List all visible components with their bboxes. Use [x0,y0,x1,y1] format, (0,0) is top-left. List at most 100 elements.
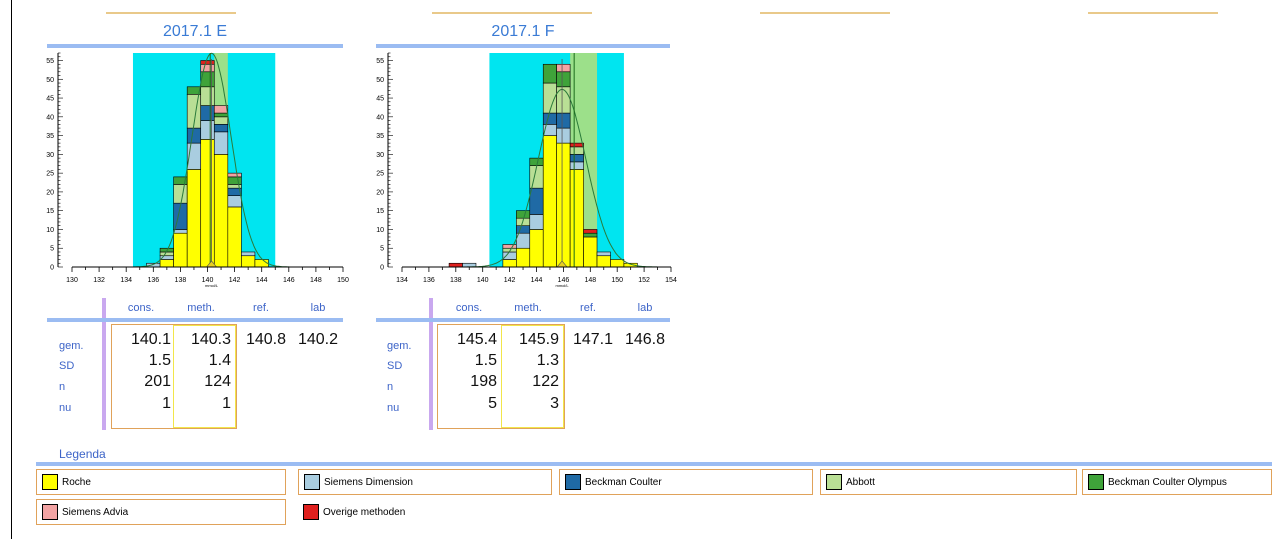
x-tick-label: 148 [310,277,322,284]
nu-meth-f: 3 [550,395,559,412]
chart-title-e: 2017.1 E [47,20,343,48]
y-tick-label: 55 [376,58,384,65]
row-label-sd: SD [387,360,403,372]
legend-label: Beckman Coulter Olympus [1108,476,1227,488]
col-head-meth: meth. [187,302,215,314]
x-axis-label: mmol/L [555,283,569,288]
x-tick-label: 150 [337,277,349,284]
bar-segment [529,157,544,166]
sd-meth-f: 1.3 [536,352,559,369]
gem-ref-e: 140.8 [245,331,286,348]
x-tick-label: 136 [423,277,435,284]
x-tick-label: 130 [66,277,78,284]
gem-lab-e: 140.2 [297,331,338,348]
x-tick-label: 152 [638,277,650,284]
legend-item: Roche [36,469,286,495]
gem-cons-e: 140.1 [130,331,171,348]
y-tick-label: 5 [50,246,54,253]
bar-segment [213,105,229,114]
bar-segment [516,210,531,219]
y-tick-label: 30 [376,152,384,159]
nu-cons-e: 1 [162,395,171,412]
bar-segment [227,172,242,178]
bar-segment [542,135,557,268]
row-label-gem: gem. [59,340,84,352]
x-tick-label: 138 [175,277,187,284]
bar-segment [556,127,571,144]
x-tick-label: 134 [396,277,408,284]
bar-segment [448,262,463,268]
x-axis-label: mmol/L [205,283,219,288]
histogram-chart-e: 130 132 134 136 138 140 142 144 146 148 150 mmol/L 0… [46,52,349,288]
x-tick-label: 136 [147,277,159,284]
legend-item: Beckman Coulter Olympus [1082,469,1272,495]
y-tick-label: 5 [380,246,384,253]
x-tick-label: 132 [93,277,105,284]
row-label-gem: gem. [387,340,412,352]
x-tick-label: 134 [120,277,132,284]
bar-segment [556,142,571,268]
legend-swatch [42,474,58,490]
n-meth-e: 124 [204,373,231,390]
y-tick-label: 10 [46,227,54,234]
legend-item: Siemens Dimension [298,469,552,495]
legend-label: Roche [62,476,91,488]
gem-cons-f: 145.4 [456,331,497,348]
bar-segment [569,146,584,155]
gem-meth-e: 140.3 [190,331,231,348]
col-head-cons: cons. [455,302,483,314]
y-tick-label: 50 [376,77,384,84]
col-head-ref: ref. [580,302,596,314]
gem-ref-f: 147.1 [572,331,613,348]
x-tick-label: 154 [665,277,677,284]
bar-segment [569,161,584,170]
x-tick-label: 144 [531,277,543,284]
bar-segment [502,244,517,249]
bar-segment [556,71,571,88]
bar-segment [529,187,544,215]
row-label-n: n [59,381,66,393]
n-cons-e: 201 [144,373,171,390]
bar-segment [596,251,611,257]
gem-meth-f: 145.9 [518,331,559,348]
col-head-cons: cons. [127,302,155,314]
legend-label: Beckman Coulter [585,476,662,488]
bar-segment [529,229,544,268]
bar-segment [529,214,544,230]
y-tick-label: 50 [46,77,54,84]
legend-label: Siemens Dimension [324,476,413,488]
y-tick-label: 0 [50,265,54,272]
x-tick-label: 146 [283,277,295,284]
gem-lab-f: 146.8 [624,331,665,348]
legend-item: Overige methoden [298,499,548,525]
bar-segment [569,154,584,163]
y-tick-label: 35 [376,133,384,140]
x-tick-label: 142 [229,277,241,284]
legend-swatch [1088,474,1104,490]
row-label-nu: nu [59,402,72,414]
x-tick-label: 140 [477,277,489,284]
legend-item: Siemens Advia [36,499,286,525]
y-tick-label: 0 [380,265,384,272]
col-head-lab: lab [637,302,653,314]
legend-label: Siemens Advia [62,506,129,518]
legend-swatch [826,474,842,490]
x-tick-label: 142 [504,277,516,284]
y-tick-label: 55 [46,58,54,65]
bar-segment [569,142,584,148]
bar-segment [502,259,517,268]
bar-segment [556,63,571,73]
legend-item: Abbott [820,469,1077,495]
row-label-n: n [387,381,394,393]
bar-segment [556,112,571,129]
y-tick-label: 20 [376,189,384,196]
histogram-chart-f: 134 136 138 140 142 144 146 148 150 152 154 mmol/L 0… [376,52,677,288]
bar-segment [583,232,598,238]
y-tick-label: 10 [376,227,384,234]
y-tick-label: 15 [46,208,54,215]
row-label-nu: nu [387,402,400,414]
y-tick-label: 40 [46,114,54,121]
legend-swatch [42,504,58,520]
legend-item: Beckman Coulter [559,469,813,495]
x-tick-label: 140 [202,277,214,284]
